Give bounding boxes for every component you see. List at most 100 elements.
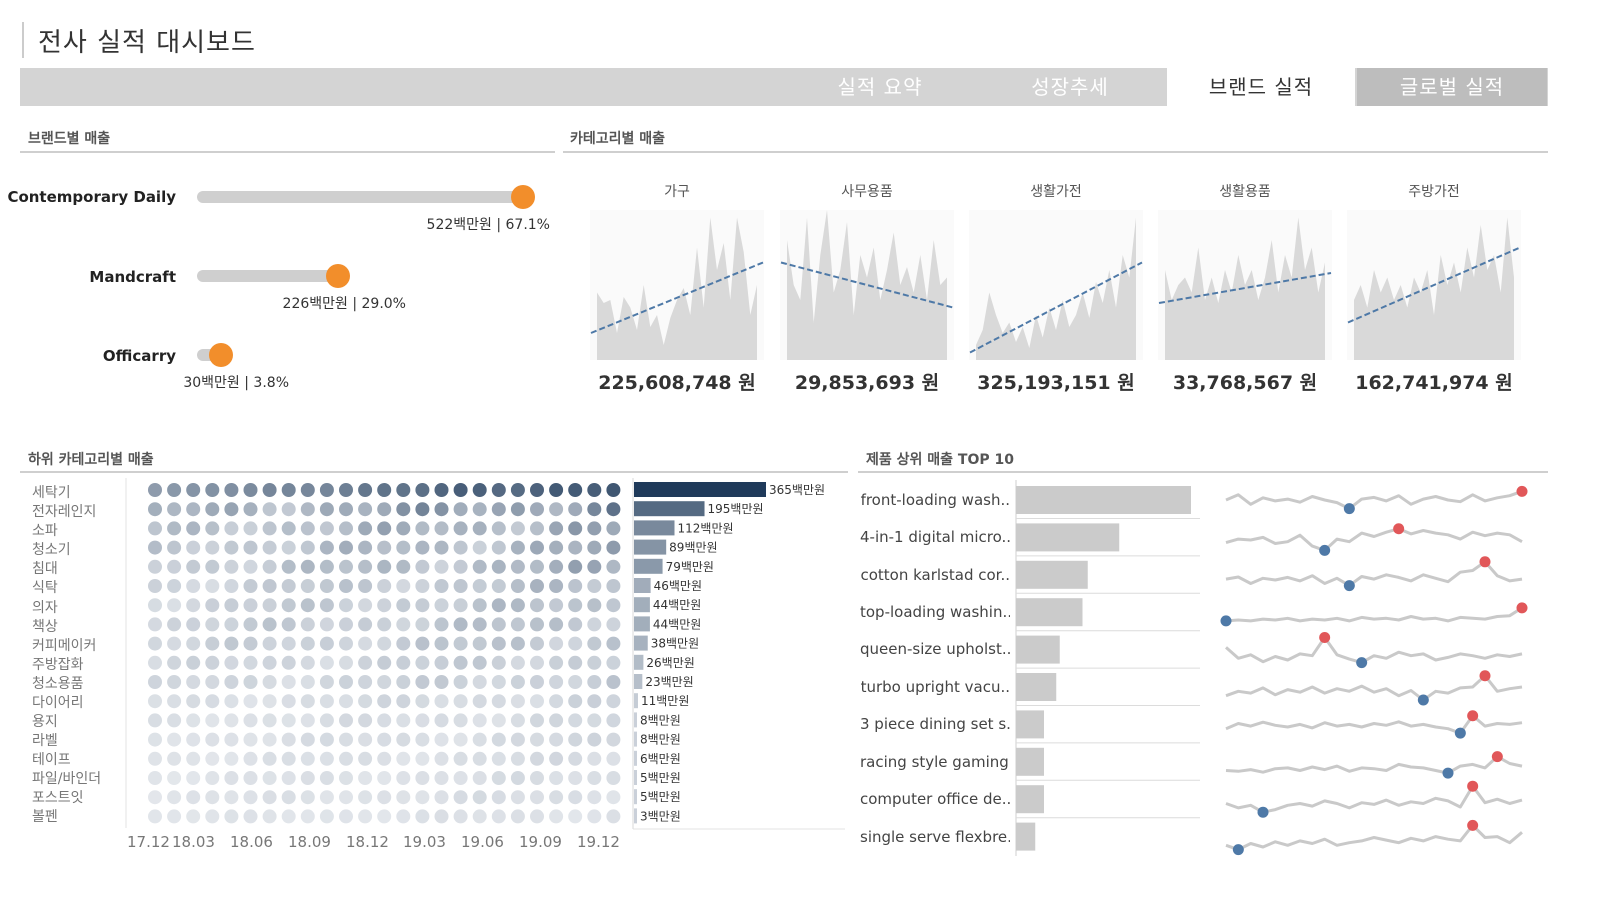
heatmap-cell[interactable] bbox=[167, 483, 182, 497]
heatmap-cell[interactable] bbox=[377, 521, 392, 536]
heatmap-cell[interactable] bbox=[491, 809, 506, 824]
heatmap-cell[interactable] bbox=[358, 483, 373, 497]
heatmap-cell[interactable] bbox=[491, 617, 506, 632]
heatmap-cell[interactable] bbox=[530, 483, 544, 497]
product-bar[interactable] bbox=[1016, 785, 1044, 814]
heatmap-cell[interactable] bbox=[415, 751, 430, 766]
heatmap-cell[interactable] bbox=[205, 809, 220, 824]
heatmap-cell[interactable] bbox=[453, 598, 468, 613]
heatmap-cell[interactable] bbox=[319, 617, 334, 632]
heatmap-cell[interactable] bbox=[281, 521, 296, 536]
heatmap-cell[interactable] bbox=[377, 502, 392, 517]
heatmap-cell[interactable] bbox=[358, 655, 373, 670]
heatmap-cell[interactable] bbox=[186, 483, 201, 497]
sparkline-max-marker[interactable] bbox=[1516, 485, 1528, 497]
heatmap-cell[interactable] bbox=[530, 559, 544, 574]
heatmap-cell[interactable] bbox=[606, 636, 621, 651]
heatmap-cell[interactable] bbox=[568, 675, 583, 689]
heatmap-cell[interactable] bbox=[472, 540, 487, 555]
heatmap-cell[interactable] bbox=[396, 483, 411, 497]
heatmap-cell[interactable] bbox=[568, 483, 583, 497]
heatmap-cell[interactable] bbox=[377, 617, 392, 632]
heatmap-cell[interactable] bbox=[319, 579, 334, 593]
heatmap-cell[interactable] bbox=[472, 655, 487, 670]
heatmap-cell[interactable] bbox=[167, 617, 182, 632]
heatmap-cell[interactable] bbox=[396, 617, 411, 632]
heatmap-cell[interactable] bbox=[319, 694, 334, 709]
heatmap-cell[interactable] bbox=[510, 675, 525, 689]
heatmap-cell[interactable] bbox=[262, 559, 277, 574]
heatmap-cell[interactable] bbox=[491, 675, 506, 689]
heatmap-cell[interactable] bbox=[186, 579, 201, 593]
heatmap-cell[interactable] bbox=[167, 732, 182, 747]
heatmap-cell[interactable] bbox=[606, 732, 621, 747]
heatmap-cell[interactable] bbox=[262, 655, 277, 670]
heatmap-cell[interactable] bbox=[319, 713, 334, 728]
sparkline-max-marker[interactable] bbox=[1516, 602, 1528, 614]
heatmap-cell[interactable] bbox=[434, 483, 449, 497]
tab-brand-performance[interactable]: 브랜드 실적 bbox=[1167, 68, 1355, 106]
heatmap-cell[interactable] bbox=[415, 617, 430, 632]
heatmap-cell[interactable] bbox=[377, 655, 392, 670]
heatmap-cell[interactable] bbox=[491, 771, 506, 785]
heatmap-cell[interactable] bbox=[300, 655, 315, 670]
heatmap-cell[interactable] bbox=[568, 694, 583, 709]
heatmap-cell[interactable] bbox=[319, 559, 334, 574]
heatmap-cell[interactable] bbox=[186, 751, 201, 766]
sparkline-max-marker[interactable] bbox=[1393, 523, 1405, 535]
subcategory-total-bar[interactable] bbox=[634, 731, 637, 747]
subcategory-total-bar[interactable] bbox=[634, 808, 637, 824]
heatmap-cell[interactable] bbox=[434, 598, 449, 613]
heatmap-cell[interactable] bbox=[358, 502, 373, 517]
heatmap-cell[interactable] bbox=[339, 617, 353, 632]
heatmap-cell[interactable] bbox=[377, 713, 392, 728]
subcategory-total-bar[interactable] bbox=[634, 635, 648, 651]
heatmap-cell[interactable] bbox=[415, 732, 430, 747]
heatmap-cell[interactable] bbox=[568, 636, 583, 651]
heatmap-cell[interactable] bbox=[606, 502, 621, 517]
heatmap-cell[interactable] bbox=[148, 809, 162, 824]
heatmap-cell[interactable] bbox=[587, 636, 602, 651]
heatmap-cell[interactable] bbox=[148, 598, 162, 613]
heatmap-cell[interactable] bbox=[339, 521, 353, 536]
heatmap-cell[interactable] bbox=[224, 732, 239, 747]
heatmap-cell[interactable] bbox=[300, 483, 315, 497]
heatmap-cell[interactable] bbox=[396, 502, 411, 517]
product-bar[interactable] bbox=[1016, 822, 1036, 851]
heatmap-cell[interactable] bbox=[300, 521, 315, 536]
heatmap-cell[interactable] bbox=[186, 559, 201, 574]
heatmap-cell[interactable] bbox=[549, 713, 564, 728]
heatmap-cell[interactable] bbox=[281, 751, 296, 766]
heatmap-cell[interactable] bbox=[453, 483, 468, 497]
heatmap-cell[interactable] bbox=[415, 502, 430, 517]
sparkline-max-marker[interactable] bbox=[1467, 780, 1479, 792]
heatmap-cell[interactable] bbox=[281, 655, 296, 670]
heatmap-cell[interactable] bbox=[587, 579, 602, 593]
heatmap-cell[interactable] bbox=[186, 540, 201, 555]
heatmap-cell[interactable] bbox=[453, 636, 468, 651]
heatmap-cell[interactable] bbox=[186, 521, 201, 536]
subcategory-total-bar[interactable] bbox=[634, 750, 637, 766]
heatmap-cell[interactable] bbox=[186, 713, 201, 728]
heatmap-cell[interactable] bbox=[300, 579, 315, 593]
heatmap-cell[interactable] bbox=[434, 713, 449, 728]
heatmap-cell[interactable] bbox=[434, 617, 449, 632]
brand-marker[interactable] bbox=[326, 264, 351, 288]
heatmap-cell[interactable] bbox=[262, 675, 277, 689]
heatmap-cell[interactable] bbox=[530, 790, 544, 805]
heatmap-cell[interactable] bbox=[300, 732, 315, 747]
heatmap-cell[interactable] bbox=[319, 751, 334, 766]
heatmap-cell[interactable] bbox=[148, 579, 162, 593]
heatmap-cell[interactable] bbox=[186, 694, 201, 709]
subcategory-total-bar[interactable] bbox=[634, 789, 637, 805]
product-bar[interactable] bbox=[1016, 747, 1044, 776]
heatmap-cell[interactable] bbox=[358, 771, 373, 785]
subcategory-total-bar[interactable] bbox=[634, 501, 705, 517]
heatmap-cell[interactable] bbox=[549, 483, 564, 497]
heatmap-cell[interactable] bbox=[281, 790, 296, 805]
heatmap-cell[interactable] bbox=[472, 636, 487, 651]
heatmap-cell[interactable] bbox=[377, 598, 392, 613]
heatmap-cell[interactable] bbox=[510, 790, 525, 805]
heatmap-cell[interactable] bbox=[281, 598, 296, 613]
heatmap-cell[interactable] bbox=[453, 751, 468, 766]
